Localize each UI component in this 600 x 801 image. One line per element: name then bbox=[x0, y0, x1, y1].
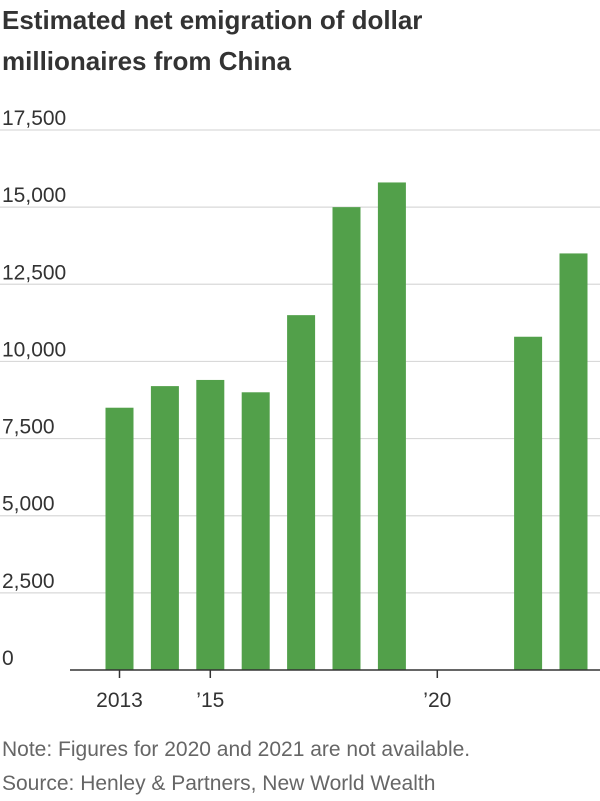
bar-2023 bbox=[559, 253, 588, 670]
bar-2015 bbox=[196, 379, 225, 670]
bar-2016 bbox=[241, 392, 270, 670]
bar-2014 bbox=[150, 386, 179, 670]
y-tick-label: 7,500 bbox=[2, 416, 55, 439]
y-tick-labels: 0 2,500 5,000 7,500 10,000 12,500 15,000 17,500 bbox=[2, 107, 66, 670]
y-tick-label: 2,500 bbox=[2, 570, 55, 593]
chart-title: Estimated net emigration of dollar milli… bbox=[2, 5, 423, 76]
footnote-source: Source: Henley & Partners, New World Wea… bbox=[2, 772, 436, 795]
x-tick-label: ’20 bbox=[423, 689, 451, 712]
bars bbox=[105, 182, 588, 670]
x-tick-label: ’15 bbox=[196, 689, 224, 712]
bar-2018 bbox=[332, 207, 361, 670]
x-tick-labels: 2013 ’15 ’20 bbox=[96, 689, 451, 712]
bar-2017 bbox=[287, 315, 316, 670]
bar-chart: 0 2,500 5,000 7,500 10,000 12,500 15,000 17,500… bbox=[0, 107, 600, 712]
x-tick-label: 2013 bbox=[96, 689, 143, 712]
y-tick-label: 17,500 bbox=[2, 107, 66, 130]
y-tick-label: 0 bbox=[2, 647, 14, 670]
footnote-note: Note: Figures for 2020 and 2021 are not … bbox=[2, 738, 471, 761]
y-tick-label: 5,000 bbox=[2, 493, 55, 516]
bar-2022 bbox=[514, 336, 543, 670]
bar-2019 bbox=[377, 182, 406, 670]
y-tick-label: 15,000 bbox=[2, 184, 66, 207]
y-tick-label: 12,500 bbox=[2, 261, 66, 284]
y-tick-label: 10,000 bbox=[2, 338, 66, 361]
bar-2013 bbox=[105, 407, 134, 670]
x-axis bbox=[70, 669, 600, 678]
chart-footnotes: Note: Figures for 2020 and 2021 are not … bbox=[2, 733, 598, 801]
